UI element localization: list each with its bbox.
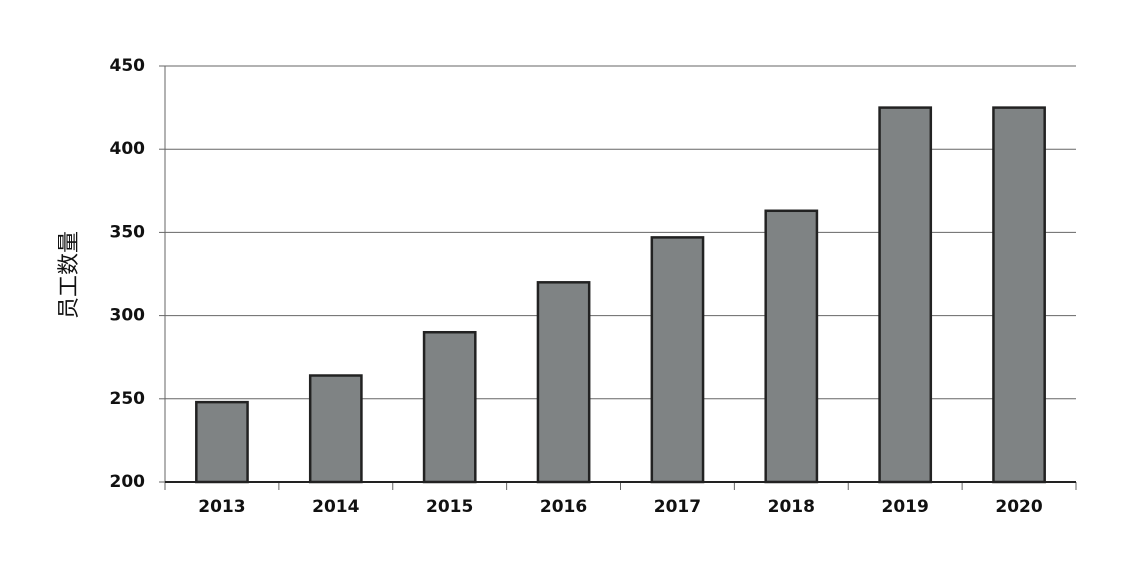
bar: [195, 400, 249, 484]
y-tick-label: 300: [110, 306, 146, 326]
bar: [308, 374, 363, 484]
y-tick-label: 350: [110, 222, 146, 242]
x-tick-label: 2019: [882, 497, 929, 517]
x-tick-label: 2017: [654, 497, 701, 517]
y-tick-label: 250: [110, 389, 146, 409]
y-tick-label: 450: [110, 56, 146, 76]
x-tick-label: 2013: [198, 497, 245, 517]
bar: [992, 106, 1046, 484]
x-tick-label: 2018: [768, 497, 815, 517]
x-tick-label: 2015: [426, 497, 473, 517]
y-tick-label: 200: [110, 472, 146, 492]
x-tick-label: 2016: [540, 497, 587, 517]
bar: [650, 236, 705, 484]
bar: [764, 209, 819, 484]
x-tick-label: 2014: [312, 497, 359, 517]
bar: [536, 281, 591, 484]
y-axis-label: 员工数量: [57, 231, 82, 319]
bar: [878, 106, 933, 484]
y-tick-label: 400: [110, 139, 146, 159]
x-tick-label: 2020: [995, 497, 1042, 517]
bar: [422, 330, 477, 484]
